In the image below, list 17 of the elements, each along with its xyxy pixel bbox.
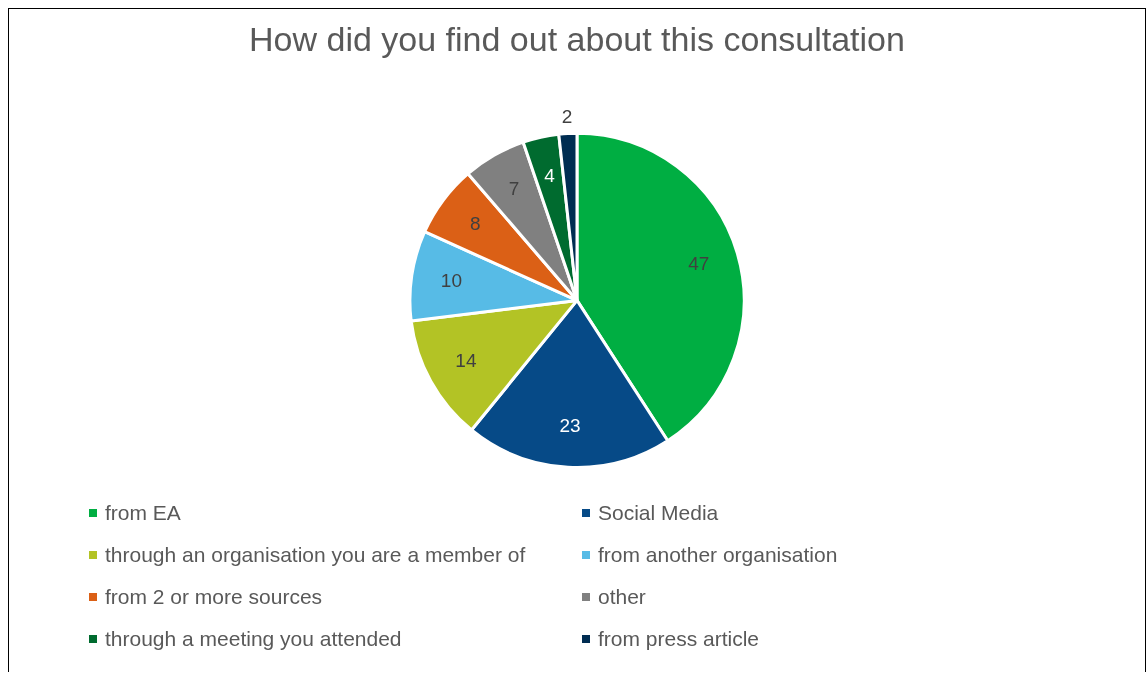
legend-label: from another organisation — [598, 543, 838, 567]
legend-label: through a meeting you attended — [105, 627, 402, 651]
data-label: 4 — [544, 164, 556, 186]
data-label: 10 — [440, 269, 463, 291]
legend-label: from 2 or more sources — [105, 585, 323, 609]
data-label: 47 — [688, 252, 710, 274]
data-label: 14 — [455, 350, 477, 372]
data-label: 7 — [508, 178, 520, 200]
chart-title: How did you find out about this consultation — [249, 19, 905, 58]
data-label: 8 — [470, 212, 481, 234]
data-label: 2 — [561, 105, 573, 127]
legend-label: Social Media — [598, 501, 719, 525]
legend-label: from press article — [598, 627, 760, 651]
legend-label: other — [598, 585, 646, 609]
data-label: 23 — [559, 415, 581, 437]
legend-label: from EA — [105, 501, 181, 525]
legend-label: through an organisation you are a member of — [105, 543, 526, 567]
